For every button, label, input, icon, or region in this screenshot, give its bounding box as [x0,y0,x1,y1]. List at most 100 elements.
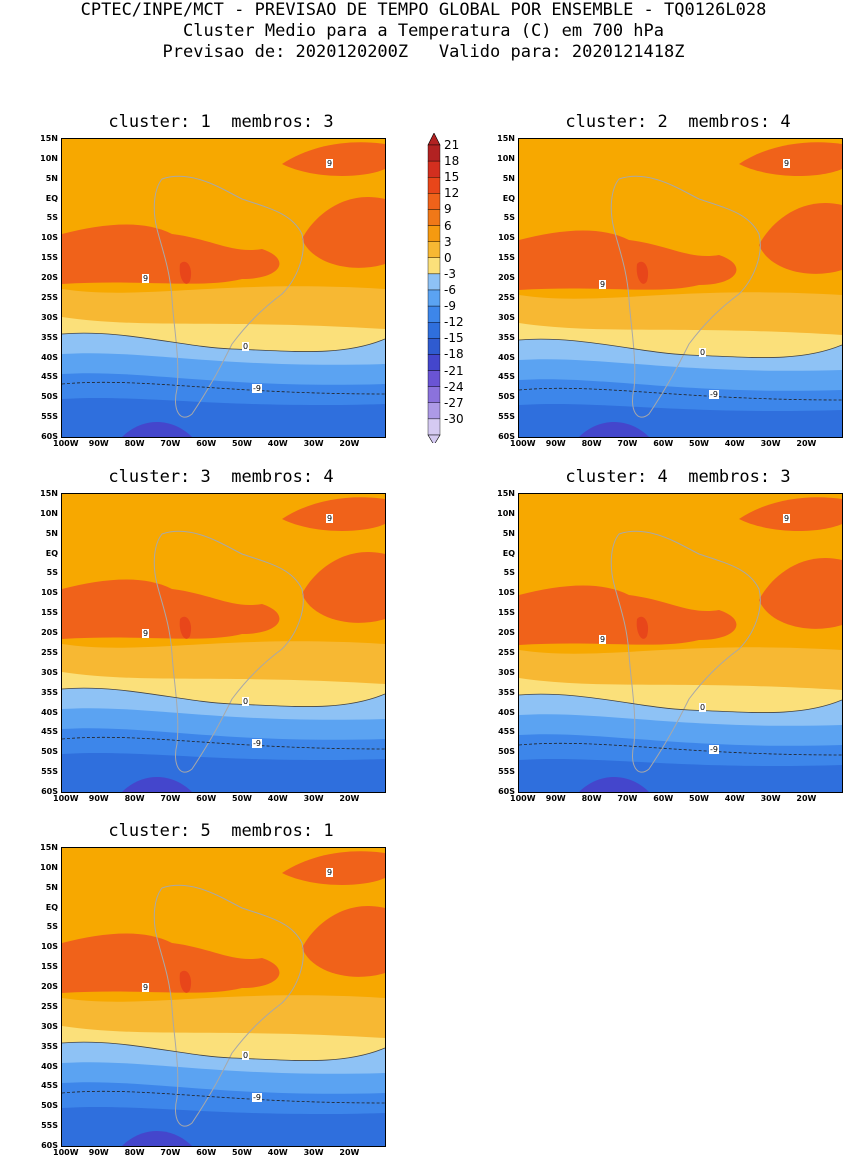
lat-tick-label: 50S [41,747,58,757]
contour-label-0: 0 [699,348,707,357]
lon-tick-label: 90W [88,794,109,803]
temperature-band [62,224,280,284]
temperature-field [62,851,385,1146]
lon-tick-label: 80W [124,1148,145,1157]
lat-tick-label: 20S [498,273,515,283]
lat-tick-label: EQ [45,193,58,203]
lat-tick-label: 35S [498,332,515,342]
lat-tick-label: EQ [45,902,58,912]
lon-tick-label: 20W [339,794,360,803]
temperature-band [179,261,192,284]
lat-tick-label: 25S [41,647,58,657]
temperature-field [62,142,385,437]
colorbar: 21 18 15 12 9 6 3 0 -3 -6 -9 -12 -15 -18 -21 -24 -27 -30 [427,133,487,443]
lon-tick-label: 90W [88,1148,109,1157]
lat-tick-label: EQ [502,193,515,203]
temperature-band [739,497,842,531]
lat-tick-label: 30S [498,312,515,322]
lon-tick-label: 30W [760,794,781,803]
lat-tick-label: 35S [41,332,58,342]
contour-label-9: 9 [142,629,150,638]
lat-tick-label: 15S [498,608,515,618]
lon-tick-label: 90W [545,794,566,803]
colorbar-swatch [427,402,441,420]
lat-tick-label: 40S [41,352,58,362]
colorbar-min-arrow [427,434,441,443]
colorbar-level-label: -12 [444,315,464,330]
lat-tick-label: 5S [46,922,58,932]
colorbar-swatch [427,193,441,210]
lat-tick-label: 25S [41,292,58,302]
temperature-field [62,497,385,792]
lat-tick-label: 30S [41,312,58,322]
lon-tick-label: 50W [689,439,709,448]
contour-label-9: 9 [142,274,150,283]
colorbar-level-label: -27 [444,395,464,410]
colorbar-scale [427,133,441,443]
south-america-outline [153,175,304,418]
zero-contour [62,687,385,707]
lat-tick-label: 55S [41,412,58,422]
lat-tick-label: 10N [40,508,58,518]
zero-contour [519,338,842,358]
colorbar-level-label: 15 [444,170,460,185]
contour-label-minus-9: -9 [252,739,262,748]
lat-tick-label: 45S [41,1081,58,1091]
colorbar-swatch [427,354,441,371]
colorbar-level-label: 9 [444,202,452,217]
lon-tick-label: 50W [232,794,252,803]
temperature-band [759,203,842,274]
temperature-band [122,422,192,437]
temperature-band [179,616,192,639]
map-panel: 9 9 0 -9 [61,493,386,793]
lon-tick-label: 60W [653,794,674,803]
temperature-band [62,579,280,639]
lat-tick-label: 35S [498,687,515,697]
lat-tick-label: 45S [41,727,58,737]
lon-tick-label: 40W [724,439,745,448]
lat-tick-label: 50S [498,747,515,757]
colorbar-level-label: -30 [444,411,464,426]
lon-tick-label: 60W [196,439,217,448]
lat-tick-label: 10S [498,588,515,598]
panel-title: cluster: 5 membros: 1 [108,821,334,841]
lat-tick-label: 60S [498,787,515,796]
colorbar-swatch [427,370,441,387]
lon-tick-label: 70W [160,439,181,448]
contour-label-9: 9 [783,159,791,168]
colorbar-swatch [427,273,441,291]
colorbar-level-label: 21 [444,138,460,152]
temperature-band [519,230,737,290]
lat-tick-label: 20S [41,982,58,992]
lon-tick-label: 40W [267,1148,288,1157]
header-line-3: Previsao de: 2020120200Z Valido para: 20… [162,42,685,62]
south-america-outline [153,884,304,1127]
lat-tick-label: 5N [45,882,58,892]
temperature-band [62,933,280,993]
temperature-field [519,142,842,437]
colorbar-swatch [427,322,441,339]
lon-tick-label: 80W [581,439,602,448]
lat-tick-label: 5N [502,528,515,538]
lat-tick-label: 40S [498,707,515,717]
lat-tick-label: 10S [41,233,58,243]
colorbar-level-label: -9 [444,299,456,314]
temperature-band [579,777,649,792]
colorbar-level-label: 3 [444,234,452,249]
lat-tick-label: 55S [41,767,58,777]
south-america-outline [153,530,304,773]
lat-tick-label: 10N [40,862,58,872]
lat-tick-label: 15S [41,962,58,972]
contour-label-minus-9: -9 [252,384,262,393]
lat-tick-label: 15N [497,489,515,498]
colorbar-level-label: 12 [444,186,460,201]
lat-tick-label: 60S [41,432,58,441]
map-panel: 9 9 0 -9 [518,493,843,793]
contour-label-9: 9 [783,514,791,523]
lat-tick-label: 55S [41,1121,58,1131]
colorbar-swatch [427,144,441,162]
panel-title: cluster: 4 membros: 3 [565,467,791,487]
colorbar-swatch [427,241,441,258]
temperature-band [759,558,842,629]
lon-tick-label: 100W [53,1148,79,1157]
